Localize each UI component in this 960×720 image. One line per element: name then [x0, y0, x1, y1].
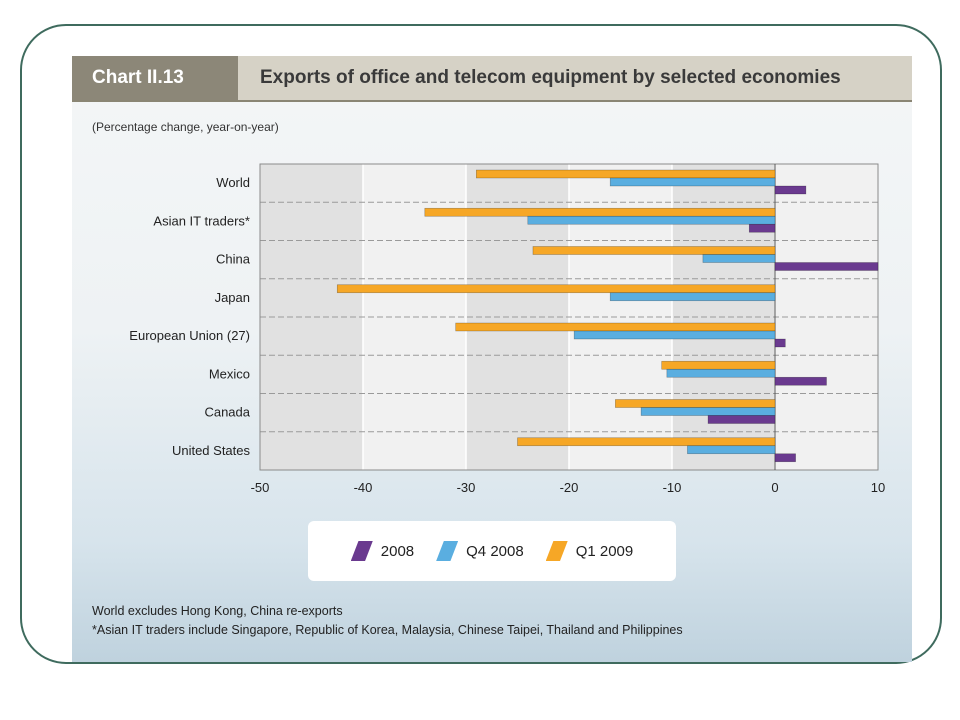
x-tick-label: -10: [663, 480, 682, 495]
bar-european-union-27-q4-2008: [573, 330, 776, 340]
legend-label-q1-2009: Q1 2009: [575, 542, 634, 560]
category-label: World: [216, 175, 250, 190]
category-label: Japan: [215, 290, 250, 305]
plot-band: [775, 164, 878, 470]
category-label: United States: [172, 443, 251, 458]
bar-world-2008: [774, 185, 807, 195]
bar-world-q4-2008: [609, 177, 776, 187]
chart-panel: Chart II.13 Exports of office and teleco…: [72, 56, 912, 662]
category-label: China: [216, 252, 251, 267]
category-label: Asian IT traders*: [153, 213, 250, 228]
category-label: Canada: [204, 405, 250, 420]
bar-united-states-q1-2009: [517, 437, 776, 447]
bar-canada-q1-2009: [615, 399, 776, 408]
legend-item-q1-2009: Q1 2009: [545, 541, 634, 561]
x-tick-label: 0: [771, 480, 778, 495]
bar-china-q1-2009: [532, 246, 776, 255]
x-tick-label: -20: [560, 480, 579, 495]
bar-china-q4-2008: [702, 254, 776, 263]
legend-item-q4-2008: Q4 2008: [436, 541, 524, 561]
footnote-world: World excludes Hong Kong, China re-expor…: [92, 604, 343, 618]
bar-european-union-27-q1-2009: [455, 322, 776, 332]
bar-canada-q4-2008: [640, 407, 776, 416]
x-tick-label: -50: [251, 480, 270, 495]
legend-swatch-q1-2009: [545, 541, 568, 561]
category-label: Mexico: [209, 366, 250, 381]
chart-footnotes: World excludes Hong Kong, China re-expor…: [92, 602, 683, 640]
bar-chart: World Asian IT traders* China Japan European…: [129, 163, 885, 495]
bar-mexico-q1-2009: [661, 360, 776, 370]
bar-united-states-2008: [774, 453, 796, 463]
bar-mexico-q4-2008: [666, 368, 776, 378]
x-tick-label: -30: [457, 480, 476, 495]
legend-label-2008: 2008: [380, 542, 415, 560]
bar-japan-q4-2008: [609, 292, 776, 302]
legend-swatch-q4-2008: [436, 541, 459, 561]
bar-asian-it-traders-q4-2008: [527, 215, 776, 225]
chart-title: Exports of office and telecom equipment …: [260, 67, 841, 88]
legend-label-q4-2008: Q4 2008: [466, 542, 524, 560]
legend-item-2008: 2008: [350, 541, 415, 561]
plot-border: [259, 163, 879, 471]
bar-united-states-q4-2008: [687, 445, 776, 455]
chart-subtitle: (Percentage change, year-on-year): [92, 120, 279, 134]
bar-asian-it-traders-2008: [748, 223, 776, 233]
chart-header: Chart II.13 Exports of office and teleco…: [72, 56, 912, 102]
legend-swatch-2008: [350, 541, 373, 561]
slide-frame: [20, 24, 942, 664]
bar-canada-2008: [707, 415, 776, 424]
chart-number-label: Chart II.13: [72, 56, 238, 100]
bar-asian-it-traders-q1-2009: [424, 207, 776, 217]
plot-band: [260, 164, 363, 470]
category-label: European Union (27): [129, 328, 250, 343]
chart-legend: 2008 Q4 2008 Q1 2009: [308, 521, 676, 581]
bar-china-2008: [774, 262, 879, 271]
bar-european-union-27-2008: [774, 338, 786, 348]
x-tick-label: -40: [354, 480, 373, 495]
footnote-asian-it: *Asian IT traders include Singapore, Rep…: [92, 623, 683, 637]
x-tick-label: 10: [871, 480, 885, 495]
bar-mexico-2008: [774, 376, 827, 386]
bar-japan-q1-2009: [336, 284, 776, 294]
bar-world-q1-2009: [475, 169, 776, 179]
